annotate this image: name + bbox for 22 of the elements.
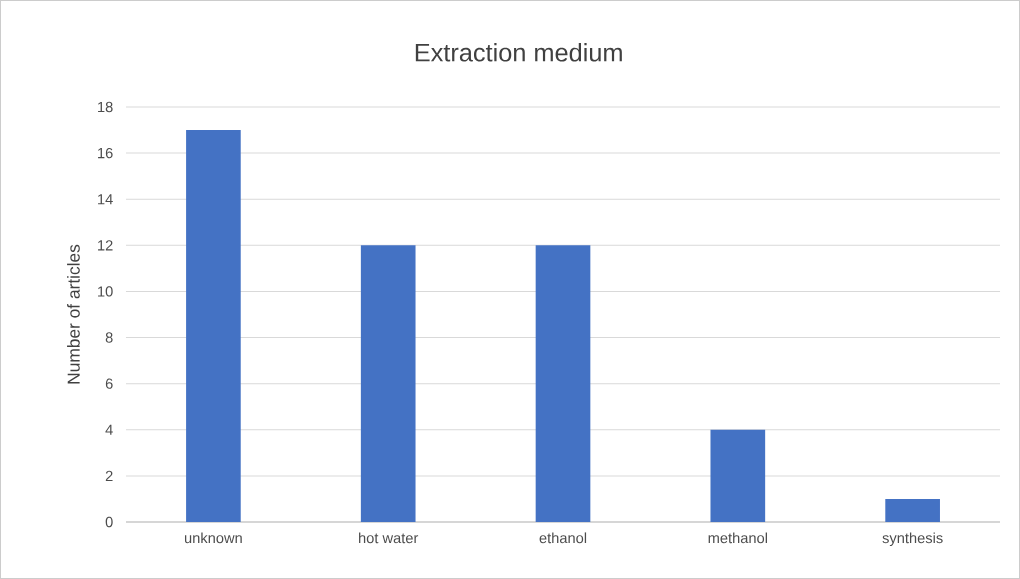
y-tick-label: 14 [98,194,113,205]
y-tick-label: 4 [105,424,113,435]
bar [535,245,591,523]
bar [360,245,416,523]
y-axis-title: Number of articles [67,244,80,384]
x-tick-label: unknown [184,532,242,544]
y-tick-label: 2 [105,470,113,482]
x-tick-label: methanol [708,532,767,544]
y-tick-label: 10 [98,286,113,297]
x-tick-label: synthesis [882,532,943,547]
y-tick-label: 8 [105,332,113,343]
y-tick-label: 6 [105,378,113,389]
bar [710,429,766,523]
y-tick-label: 18 [98,101,113,113]
x-tick-label: hot water [359,532,419,544]
y-tick-label: 0 [105,516,113,528]
y-tick-label: 16 [98,147,113,159]
y-tick-label: 12 [98,240,113,251]
chart-title: Extraction medium [415,43,622,62]
x-tick-label: ethanol [539,532,587,544]
bar [186,130,241,523]
bar [885,498,940,523]
